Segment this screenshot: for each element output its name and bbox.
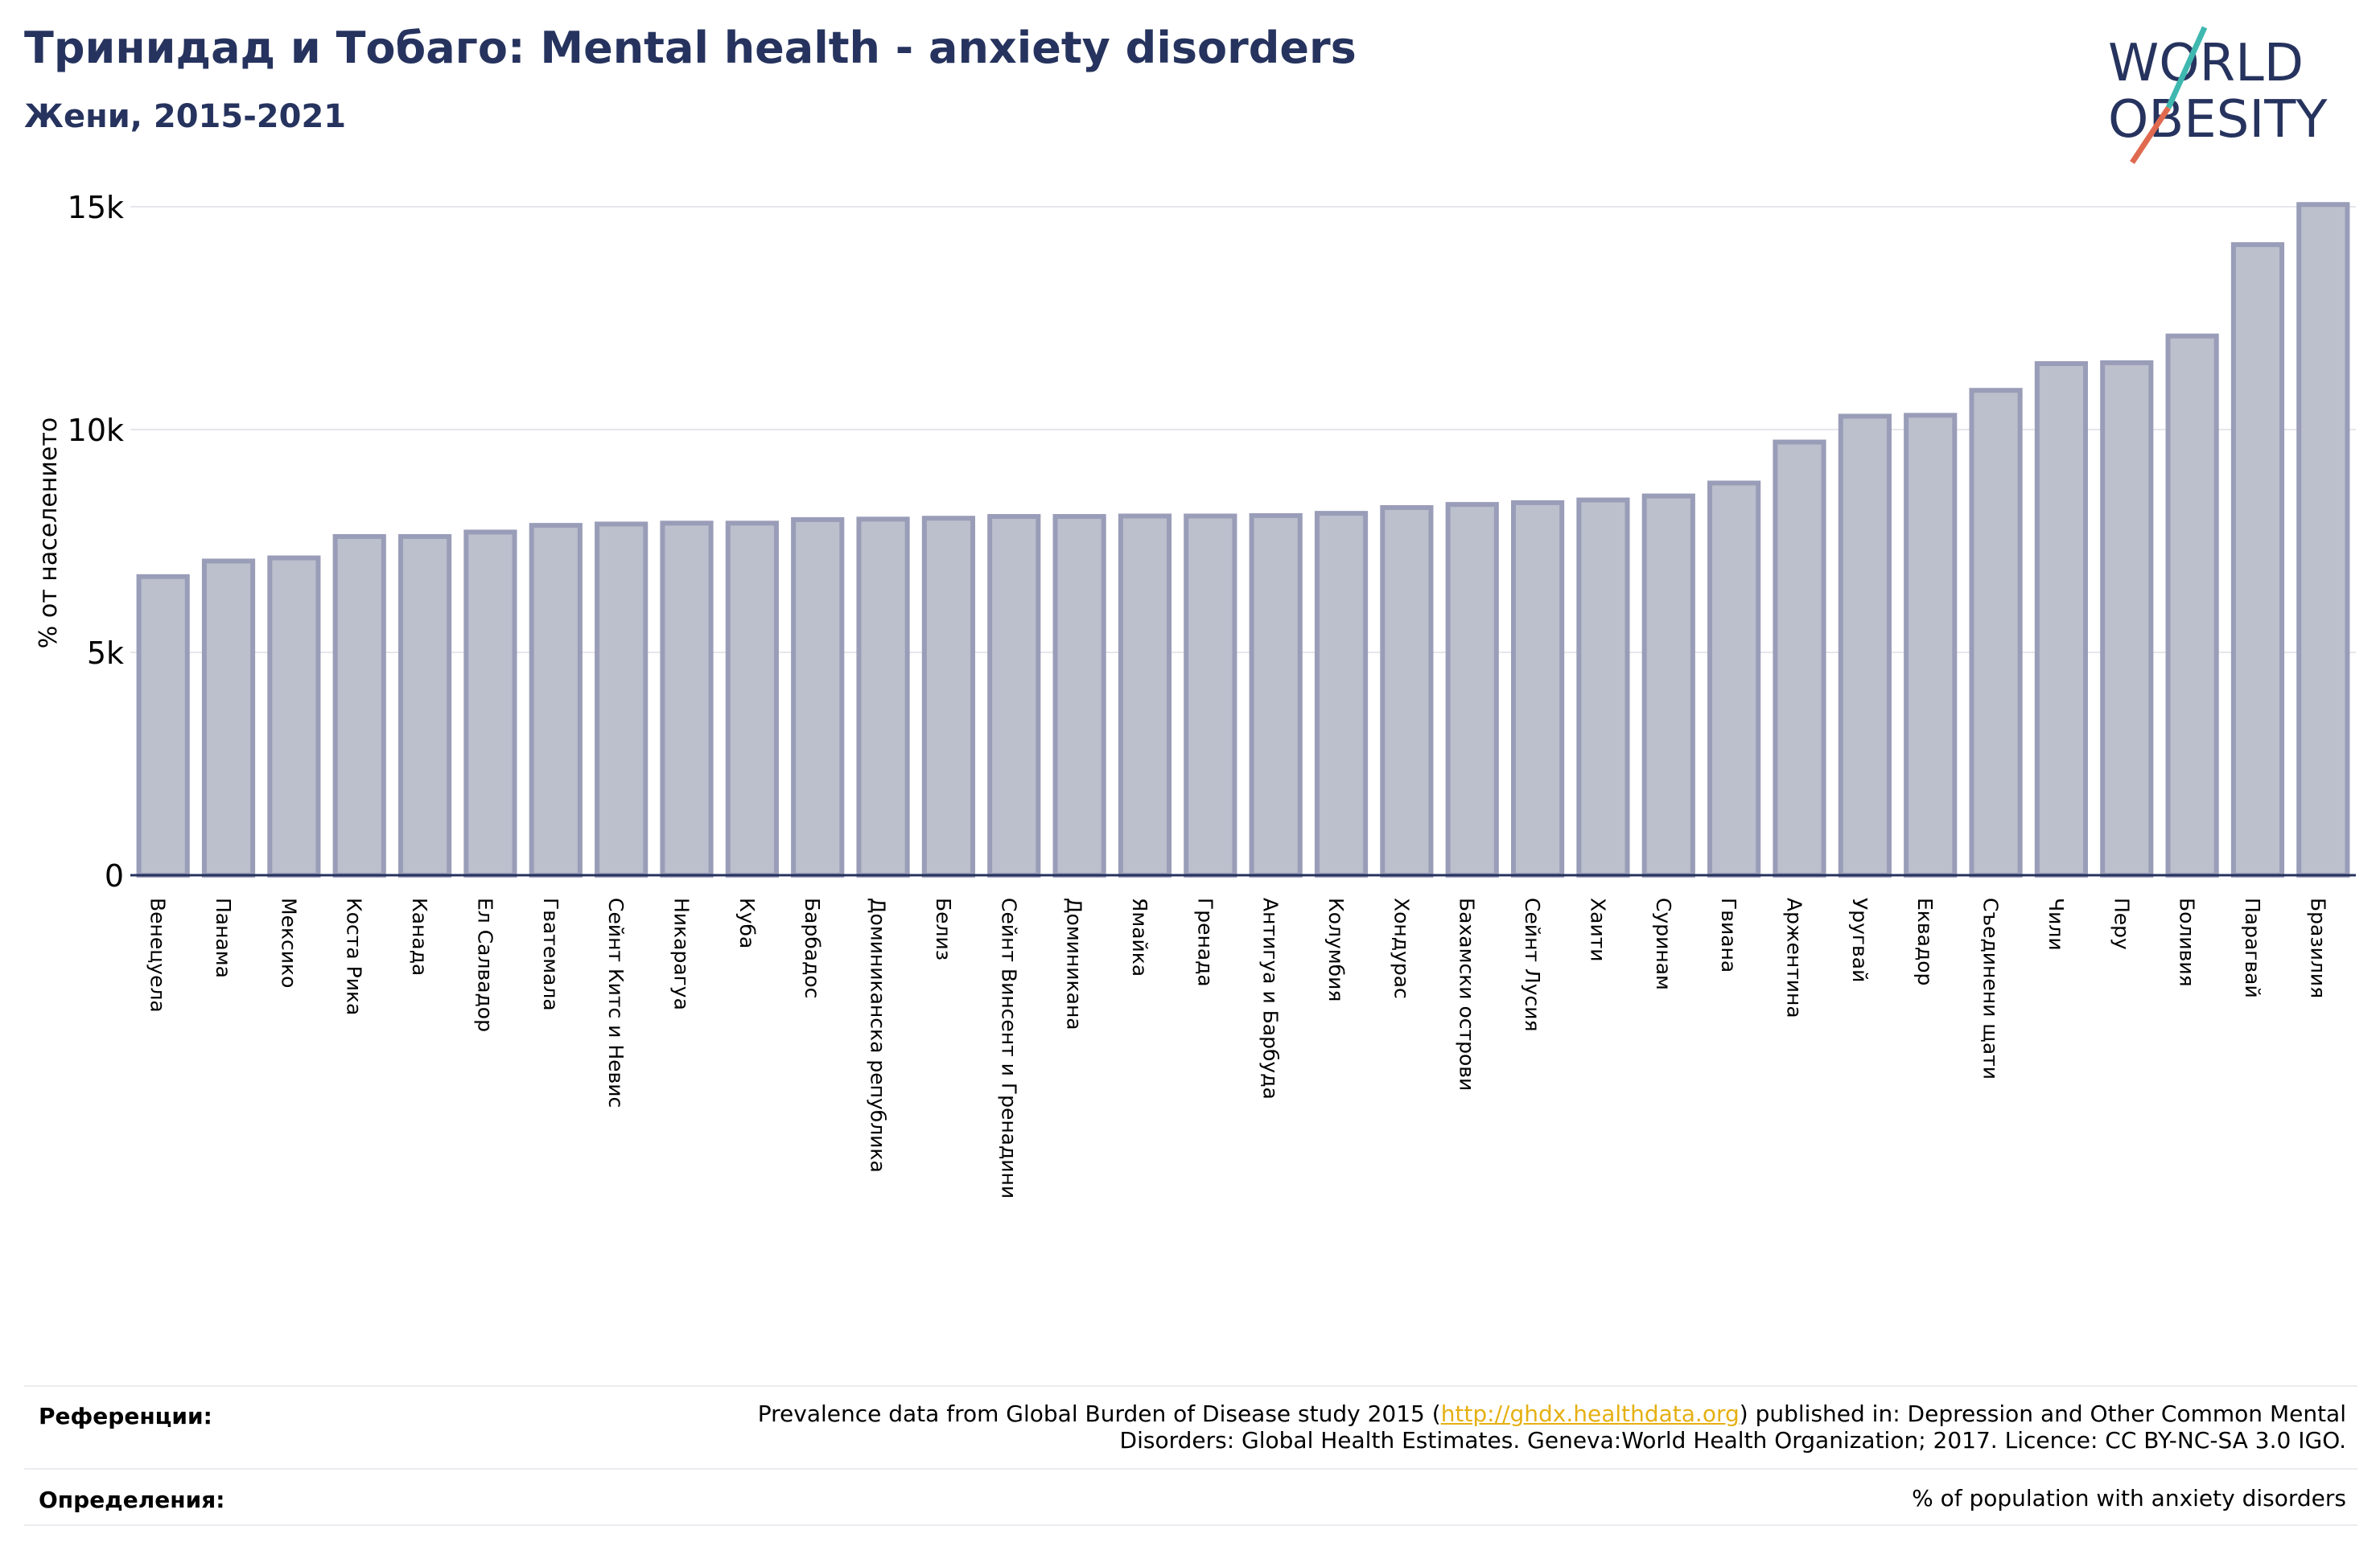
x-tick-label: Гренада — [1193, 898, 1217, 987]
references-text-end: ) published in: Depression and Other Com… — [1739, 1400, 2346, 1427]
x-tick-label: Съединени щати — [1979, 898, 2003, 1080]
x-tick-label: Сейнт Лусия — [1521, 898, 1544, 1032]
x-axis-labels: Венецуела Панама Мексико Коста Рика Канада Ел… — [146, 898, 2330, 1199]
bar — [1904, 413, 1958, 878]
bar — [856, 516, 910, 878]
x-tick-label: Сейнт Китс и Невис — [604, 898, 628, 1108]
bar — [1969, 388, 2023, 878]
logo-slash-teal — [2165, 26, 2208, 109]
page-subtitle: Жени, 2015-2021 — [24, 98, 347, 135]
bar — [791, 516, 845, 878]
bar — [529, 523, 583, 878]
footer-divider-middle — [24, 1468, 2357, 1470]
x-tick-label: Хаити — [1586, 898, 1609, 962]
footer-divider-bottom — [24, 1524, 2357, 1526]
bar — [2296, 202, 2350, 878]
y-tick-label: 5k — [87, 635, 124, 671]
bar — [463, 529, 517, 878]
bar — [2034, 361, 2089, 878]
bar — [2230, 242, 2285, 878]
bar — [1510, 500, 1565, 878]
y-tick-label: 10k — [68, 413, 124, 448]
x-tick-label: Суринам — [1652, 898, 1675, 990]
references-text-line2: Disorders: Global Health Estimates. Gene… — [1119, 1427, 2346, 1454]
x-tick-label: Гвиана — [1717, 898, 1740, 973]
bar — [397, 533, 452, 878]
x-tick-label: Парагвай — [2241, 898, 2264, 998]
references-text-start: Prevalence data from Global Burden of Di… — [757, 1400, 1441, 1427]
bar — [1641, 493, 1695, 878]
bar — [595, 521, 649, 878]
bar — [725, 520, 779, 878]
bar — [1314, 511, 1369, 878]
bar — [2165, 333, 2219, 878]
x-tick-label: Ямайка — [1128, 898, 1151, 977]
x-tick-label: Барбадос — [801, 898, 824, 998]
bar — [201, 558, 256, 878]
bar — [136, 574, 190, 878]
bar — [1249, 512, 1303, 878]
bar — [1773, 439, 1826, 878]
bars — [136, 202, 2350, 878]
x-tick-label: Куба — [735, 898, 759, 948]
logo-text-world: WORLD — [2108, 34, 2304, 93]
x-tick-label: Аржентина — [1783, 898, 1806, 1018]
x-tick-label: Доминикана — [1063, 898, 1086, 1030]
bar — [2100, 360, 2154, 878]
x-tick-label: Антигуа и Барбуда — [1259, 898, 1283, 1100]
x-tick-label: Бразилия — [2306, 898, 2329, 998]
x-tick-label: Никарагуа — [670, 898, 694, 1010]
bar — [1380, 504, 1434, 878]
references-link[interactable]: http://ghdx.healthdata.org — [1440, 1400, 1740, 1427]
x-tick-label: Еквадор — [1913, 898, 1937, 985]
x-tick-label: Ел Салвадор — [473, 898, 496, 1032]
x-tick-label: Хондурас — [1390, 898, 1413, 999]
x-tick-label: Белиз — [932, 898, 955, 960]
x-tick-label: Гватемала — [539, 898, 562, 1011]
page-title: Тринидад и Тобаго: Mental health - anxie… — [24, 23, 1357, 73]
x-tick-label: Боливия — [2176, 898, 2199, 987]
bar — [1838, 413, 1892, 878]
logo-slash-red — [2130, 106, 2171, 164]
bar — [987, 514, 1041, 878]
x-tick-label: Чили — [2044, 898, 2068, 951]
x-tick-label: Бахамски острови — [1456, 898, 1479, 1091]
x-tick-label: Уругвай — [1848, 898, 1871, 982]
bar — [921, 516, 976, 878]
x-tick-label: Колумбия — [1324, 898, 1348, 1001]
definitions-text: % of population with anxiety disorders — [1912, 1485, 2346, 1511]
footer-divider-top — [24, 1385, 2357, 1387]
bar — [660, 520, 714, 878]
x-tick-label: Коста Рика — [343, 898, 366, 1015]
bar — [1184, 513, 1237, 878]
x-tick-label: Перу — [2110, 898, 2133, 950]
bar — [267, 555, 321, 878]
bar — [1052, 514, 1106, 878]
references-label: Референции: — [39, 1403, 212, 1429]
x-tick-label: Панама — [212, 898, 235, 978]
bar-chart: 0 5k 10k 15k Венецуела Панама Мексико Коста Ри… — [35, 190, 2356, 1199]
x-tick-label: Венецуела — [146, 898, 170, 1013]
definitions-label: Определения: — [39, 1487, 225, 1513]
y-tick-label: 0 — [105, 858, 124, 894]
x-tick-label: Канада — [408, 898, 431, 976]
bar — [1576, 497, 1630, 878]
y-axis-ticks: 0 5k 10k 15k — [68, 190, 124, 894]
x-tick-label: Мексико — [277, 898, 300, 988]
bar — [1707, 480, 1761, 878]
y-axis-label: % от населението — [35, 417, 63, 648]
bar — [1118, 513, 1172, 878]
world-obesity-logo: WORLD OBESITY — [2108, 26, 2328, 164]
y-tick-label: 15k — [68, 190, 124, 225]
references-text: Prevalence data from Global Burden of Di… — [758, 1400, 2346, 1454]
x-tick-label: Доминиканска република — [867, 898, 890, 1173]
bar — [1445, 502, 1499, 878]
bar — [332, 533, 386, 878]
x-tick-label: Сейнт Винсент и Гренадини — [997, 898, 1020, 1199]
